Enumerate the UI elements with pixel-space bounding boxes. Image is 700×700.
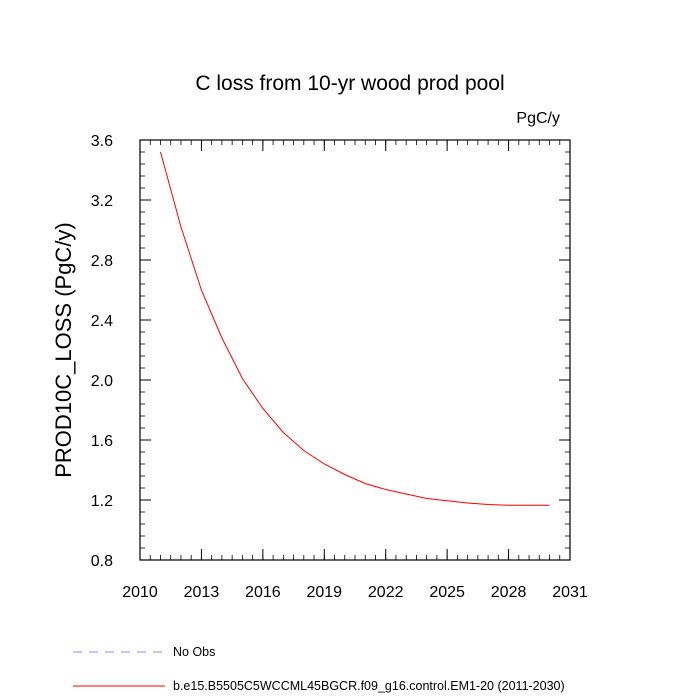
x-tick-label: 2028	[491, 584, 527, 601]
legend: No Obs b.e15.B5505C5WCCML45BGCR.f09_g16.c…	[73, 645, 565, 693]
x-tick-label: 2031	[552, 584, 588, 601]
chart-title: C loss from 10-yr wood prod pool	[195, 72, 504, 95]
y-tick-label: 2.8	[91, 253, 113, 270]
y-tick-label: 1.6	[91, 433, 113, 450]
y-tick-label: 3.2	[91, 193, 113, 210]
x-tick-label: 2016	[245, 584, 281, 601]
y-axis-label: PROD10C_LOSS (PgC/y)	[51, 222, 76, 478]
y-tick-label: 1.2	[91, 493, 113, 510]
legend-label-0: No Obs	[173, 645, 215, 659]
chart-units-label: PgC/y	[516, 110, 560, 127]
y-tick-label: 2.4	[91, 313, 113, 330]
x-tick-label: 2010	[122, 584, 158, 601]
y-tick-label: 3.6	[91, 133, 113, 150]
y-tick-label: 0.8	[91, 553, 113, 570]
series-line-1	[160, 151, 550, 506]
legend-label-1: b.e15.B5505C5WCCML45BGCR.f09_g16.control…	[173, 679, 565, 693]
plot-area: 2010 2013 2016 2019 2022 2025 2028 2031 0.8 1.2 1.…	[91, 133, 588, 601]
x-tick-label: 2022	[368, 584, 404, 601]
x-tick-label: 2025	[429, 584, 465, 601]
y-tick-label: 2.0	[91, 373, 113, 390]
x-tick-label: 2019	[306, 584, 342, 601]
x-tick-label: 2013	[184, 584, 220, 601]
plot-frame	[139, 139, 571, 561]
